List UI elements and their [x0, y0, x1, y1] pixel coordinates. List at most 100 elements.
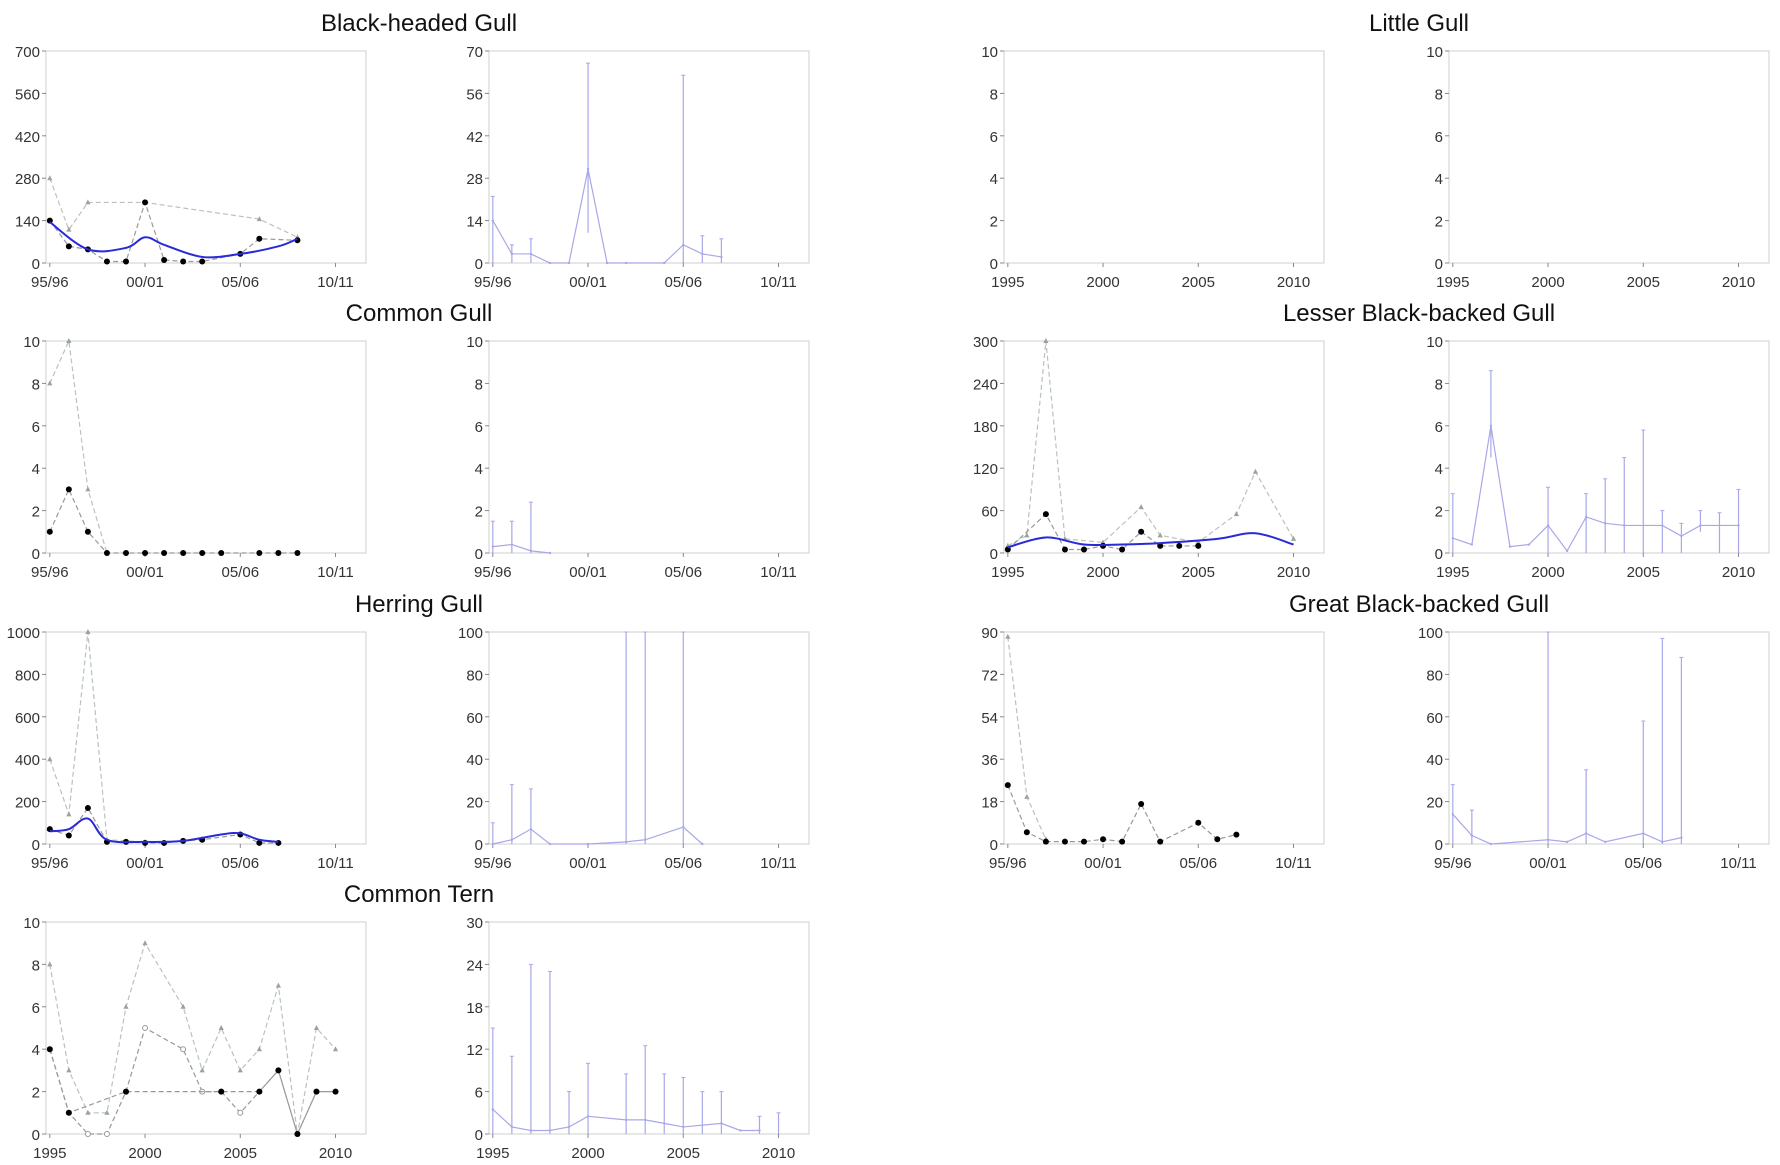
- data-point: [199, 258, 206, 265]
- triangle-marker: [1138, 504, 1144, 510]
- data-point: [46, 528, 53, 535]
- chart-panel: 0 2 4 6 8 10 95/96 00/01 05/06 10/11: [466, 334, 810, 581]
- plot-frame: [1448, 340, 1770, 554]
- data-point: [1004, 782, 1011, 789]
- y-tick-label: 40: [466, 752, 483, 769]
- y-tick-label: 24: [466, 957, 483, 974]
- ci-point: [567, 1125, 571, 1129]
- triangle-marker: [256, 216, 262, 222]
- open-point: [103, 1131, 110, 1137]
- x-tick-label: 2005: [1627, 564, 1660, 581]
- y-tick-label: 2: [990, 214, 998, 231]
- plot-frame: [488, 921, 810, 1135]
- plot-frame: [1003, 631, 1325, 845]
- ci-point: [1489, 842, 1493, 846]
- ci-point: [663, 261, 666, 265]
- chart-panel: 0 2 4 6 8 10 1995 2000 2005 2010: [1426, 44, 1770, 291]
- chart-panel: 0 20 40 60 80 100 95/96 00/01 05/06 10/11: [1418, 625, 1770, 872]
- x-tick-label: 95/96: [31, 274, 69, 291]
- y-tick-label: 4: [1435, 461, 1443, 478]
- x-tick-label: 05/06: [222, 274, 260, 291]
- ci-point: [701, 842, 704, 846]
- x-tick-label: 2005: [667, 1145, 700, 1160]
- triangle-marker: [47, 175, 53, 181]
- data-point: [294, 1131, 301, 1137]
- chart-panel: 0 6 12 18 24 30 1995 2000 2005 2010: [466, 915, 810, 1162]
- x-tick-label: 95/96: [474, 274, 512, 291]
- triangle-marker: [1005, 633, 1011, 639]
- y-tick-label: 6: [1435, 419, 1443, 436]
- x-tick-label: 2010: [1277, 274, 1310, 291]
- y-tick-label: 30: [466, 915, 483, 932]
- y-tick-label: 0: [32, 546, 40, 563]
- y-tick-label: 60: [466, 710, 483, 727]
- series-line: [49, 631, 146, 843]
- ci-point: [586, 1115, 590, 1118]
- triangle-marker: [47, 380, 53, 386]
- triangle-marker: [85, 199, 91, 205]
- x-tick-label: 05/06: [1180, 855, 1218, 872]
- ci-point: [624, 261, 628, 265]
- ci-point: [701, 252, 704, 256]
- y-tick-label: 40: [1426, 752, 1443, 769]
- data-point: [161, 256, 168, 263]
- open-point: [84, 1131, 91, 1137]
- ci-point: [1680, 836, 1683, 839]
- series-line: [1007, 340, 1295, 547]
- y-tick-label: 4: [1435, 171, 1443, 188]
- data-point: [1157, 838, 1164, 845]
- y-tick-label: 0: [1435, 837, 1443, 854]
- y-tick-label: 54: [981, 710, 998, 727]
- data-point: [1195, 819, 1202, 826]
- plot-frame: [1003, 340, 1325, 554]
- chart-title: Lesser Black-backed Gull: [1283, 300, 1555, 327]
- ci-point: [624, 840, 628, 844]
- series-line: [1452, 813, 1682, 845]
- data-point: [256, 1088, 263, 1095]
- x-tick-label: 00/01: [1084, 855, 1122, 872]
- ci-point: [491, 1108, 495, 1111]
- ci-point: [1699, 524, 1702, 527]
- plot-frame: [45, 631, 367, 845]
- ci-point: [758, 1129, 761, 1132]
- ci-point: [1565, 549, 1569, 553]
- y-tick-label: 0: [475, 256, 483, 273]
- ci-point: [1584, 515, 1588, 519]
- y-tick-label: 420: [15, 129, 40, 146]
- y-tick-label: 100: [1418, 625, 1443, 642]
- x-tick-label: 10/11: [317, 274, 353, 291]
- y-tick-label: 20: [1426, 795, 1443, 812]
- trend-line: [49, 221, 298, 259]
- x-tick-label: 2010: [1722, 274, 1755, 291]
- ci-point: [491, 545, 495, 548]
- x-tick-label: 2010: [319, 1145, 352, 1160]
- y-tick-label: 280: [15, 171, 40, 188]
- x-tick-label: 95/96: [474, 564, 512, 581]
- ci-point: [1603, 522, 1607, 525]
- ci-point: [1603, 840, 1607, 844]
- ci-point: [682, 825, 685, 829]
- data-point: [123, 258, 129, 265]
- data-point: [142, 839, 149, 846]
- x-tick-label: 05/06: [1625, 855, 1663, 872]
- trend-line: [49, 817, 279, 844]
- y-tick-label: 1000: [7, 625, 40, 642]
- x-tick-label: 00/01: [569, 564, 607, 581]
- data-point: [313, 1088, 320, 1095]
- data-point: [332, 1088, 339, 1095]
- data-point: [161, 550, 168, 556]
- x-tick-label: 1995: [1436, 274, 1469, 291]
- ci-point: [1508, 545, 1512, 548]
- data-point: [1138, 800, 1145, 807]
- data-point: [103, 550, 110, 556]
- triangle-marker: [104, 1109, 110, 1115]
- y-tick-label: 180: [973, 419, 998, 436]
- ci-point: [548, 261, 552, 265]
- x-tick-label: 10/11: [317, 855, 353, 872]
- ci-point: [529, 827, 533, 831]
- ci-point: [1737, 524, 1740, 527]
- y-tick-label: 4: [475, 461, 483, 478]
- y-tick-label: 2: [32, 1085, 40, 1102]
